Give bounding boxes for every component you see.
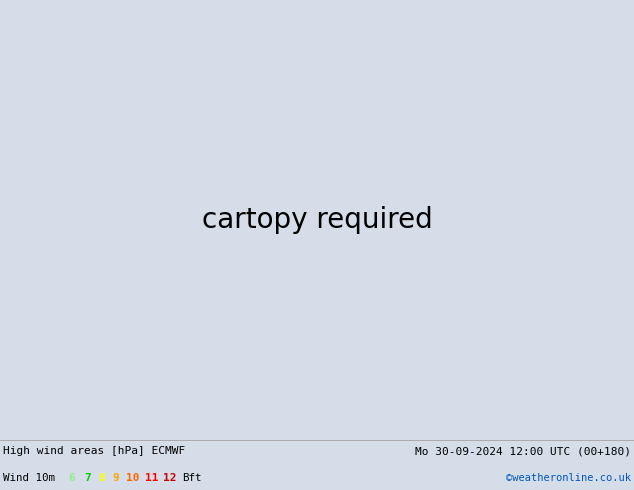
Text: 9: 9 [112, 472, 119, 483]
Text: 10: 10 [126, 472, 139, 483]
Text: 8: 8 [98, 472, 105, 483]
Text: 7: 7 [84, 472, 91, 483]
Text: 6: 6 [68, 472, 75, 483]
Text: Wind 10m: Wind 10m [3, 472, 55, 483]
Text: High wind areas [hPa] ECMWF: High wind areas [hPa] ECMWF [3, 446, 185, 456]
Text: ©weatheronline.co.uk: ©weatheronline.co.uk [506, 472, 631, 483]
Text: Bft: Bft [183, 472, 202, 483]
Text: Mo 30-09-2024 12:00 UTC (00+180): Mo 30-09-2024 12:00 UTC (00+180) [415, 446, 631, 456]
Text: 11: 11 [145, 472, 158, 483]
Text: cartopy required: cartopy required [202, 206, 432, 234]
Text: 12: 12 [163, 472, 176, 483]
